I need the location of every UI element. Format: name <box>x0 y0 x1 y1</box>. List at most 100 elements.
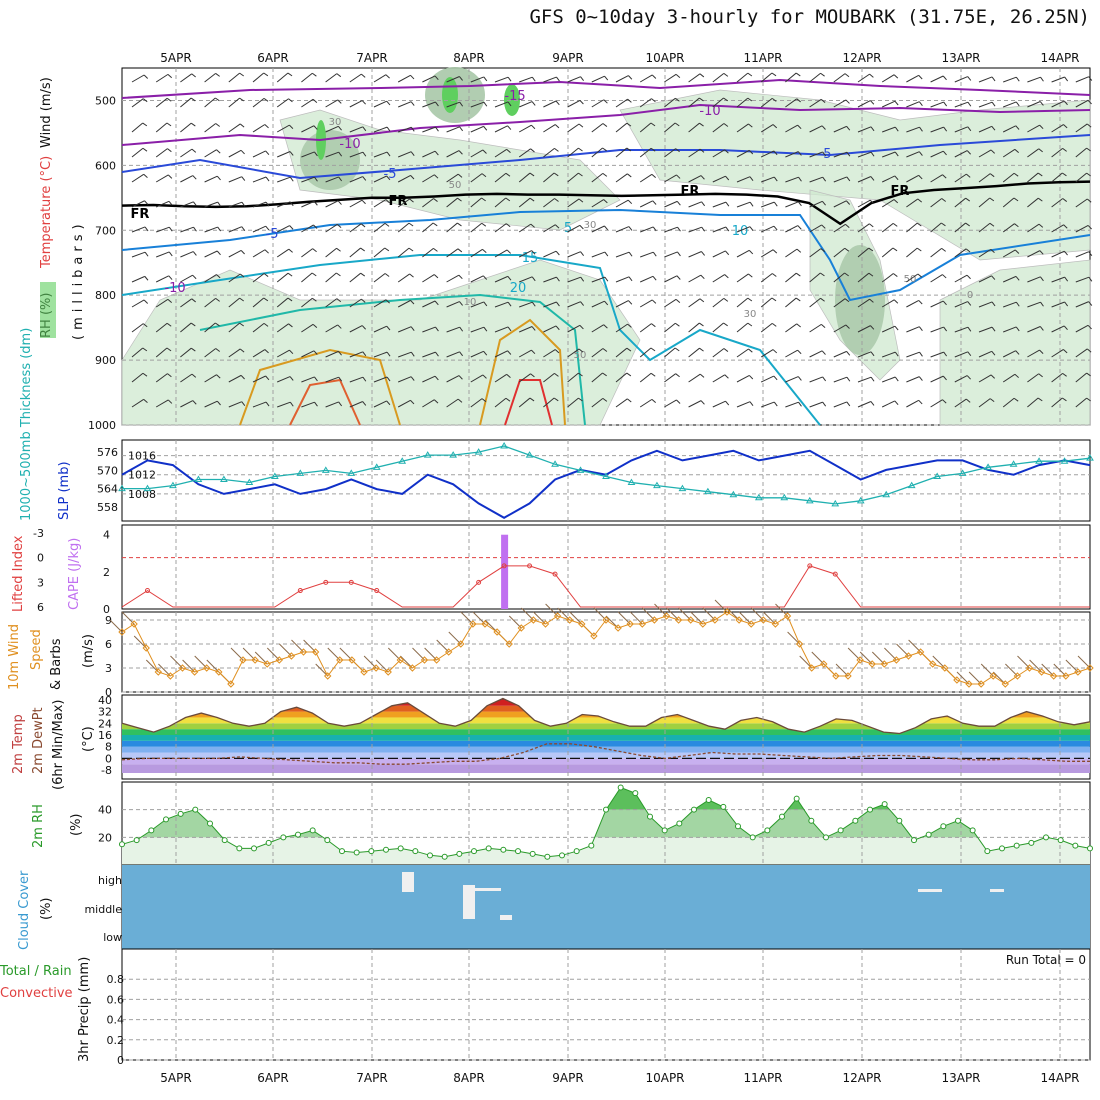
wind-barb <box>833 99 847 108</box>
rh2m-point <box>295 831 301 838</box>
wind-barb <box>761 176 775 183</box>
wind-barb <box>518 124 532 133</box>
wind-barb-feather <box>360 272 366 277</box>
wind-barb-feather <box>143 173 148 178</box>
wind10m-barb <box>775 603 788 617</box>
wind-barb <box>204 149 217 158</box>
wind-barb-feather <box>626 372 632 377</box>
wind-barb-feather <box>870 176 875 181</box>
wind-barb <box>736 123 749 133</box>
wind-barb-feather <box>1015 125 1020 130</box>
wind-barb <box>639 173 653 183</box>
wind-barb <box>543 301 557 308</box>
wind-barb <box>543 76 557 83</box>
wind-barb-feather <box>531 101 536 106</box>
wind-barb <box>688 298 701 308</box>
wind10m-barb <box>1041 663 1055 677</box>
wind-barb <box>373 151 388 158</box>
wind-barb-feather <box>506 249 512 254</box>
wind-barb <box>906 126 920 133</box>
wind-barb-feather <box>313 125 318 130</box>
wind-barb <box>397 299 411 308</box>
wind-barb-feather <box>578 397 583 402</box>
wind-barb-feather <box>556 76 560 82</box>
wind-barb-feather <box>311 272 317 277</box>
rh2m-point <box>837 827 844 834</box>
date-label-bottom: 10APR <box>645 1071 684 1085</box>
wind10m-speed-point <box>904 652 913 660</box>
wind10m-barb <box>1005 663 1018 677</box>
wind-barb-feather <box>143 398 148 404</box>
wind-barb-feather <box>578 372 583 377</box>
wind-barb <box>615 226 630 233</box>
wind10m-speed-point <box>941 664 949 672</box>
wind10m-speed-point <box>856 656 864 664</box>
wind10m-speed-point <box>965 680 973 688</box>
wind-barb <box>373 100 387 108</box>
wind-barb <box>591 348 604 358</box>
wind-barb <box>543 250 557 258</box>
temp2m-title-label: 2m Temp <box>11 714 26 774</box>
wind-barb <box>761 201 775 208</box>
wind-barb-feather <box>869 73 874 78</box>
rh-contour-label: 0 <box>967 290 973 301</box>
wind10m-speed-point <box>118 628 126 636</box>
wind-barb-feather <box>360 223 366 228</box>
wind-barb-feather <box>1013 397 1019 402</box>
cape-tick-label: 0 <box>103 603 110 616</box>
wind-barb <box>422 174 435 183</box>
wind-barb <box>857 376 872 383</box>
wind-barb <box>1075 224 1089 233</box>
wind-barb-feather <box>773 176 778 182</box>
wind-barb-feather <box>822 376 827 382</box>
wind-barb-feather <box>459 326 464 332</box>
wind10m-barb <box>230 647 244 661</box>
wind-barb-feather <box>604 251 609 257</box>
date-label-top: 10APR <box>645 51 684 65</box>
wind-barb-feather <box>603 199 608 204</box>
wind-barb <box>881 247 894 258</box>
wind-barb <box>688 274 702 283</box>
wind-barb <box>760 323 773 333</box>
wind-barb <box>1027 124 1040 133</box>
wind-barb <box>688 148 701 158</box>
wind-barb-feather <box>505 197 511 202</box>
wind-barb-feather <box>747 72 753 77</box>
wind-barb-feather <box>505 397 511 402</box>
wind-barb-feather <box>338 126 342 131</box>
thickness-point <box>602 472 610 479</box>
wind-barb-feather <box>1037 397 1043 402</box>
wind-barb-feather <box>627 173 632 178</box>
wind-barb <box>567 224 581 233</box>
wind-barb-feather <box>190 322 196 327</box>
wind-barb <box>906 174 919 183</box>
wind-barb-feather <box>1062 172 1067 177</box>
wind-barb-feather <box>580 76 585 81</box>
wind-barb-feather <box>869 199 875 205</box>
wind-barb <box>906 273 919 283</box>
wind-barb <box>518 397 531 408</box>
freezing-level-line <box>121 180 1091 226</box>
wind10m-speed-point <box>662 612 671 620</box>
wind-barb <box>881 222 894 233</box>
wind-barb-feather <box>193 226 197 232</box>
wind-barb-feather <box>386 325 391 331</box>
wind10m-barb <box>642 607 655 621</box>
wind-barb <box>881 273 894 283</box>
wind-barb-feather <box>554 124 560 129</box>
wind-barb <box>155 97 168 108</box>
wind-barb <box>833 272 845 283</box>
wind-barb <box>543 198 555 208</box>
rh2m-point <box>265 839 272 846</box>
wind-barb <box>156 226 170 233</box>
wind-barb <box>325 73 338 83</box>
thickness-point <box>882 490 891 498</box>
wind-barb-feather <box>314 376 318 382</box>
wind-barb-feather <box>748 375 754 380</box>
wind-barb-feather <box>1062 372 1067 377</box>
wind-barb <box>954 150 968 158</box>
wind-barb-feather <box>1015 326 1020 332</box>
wind10m-barb <box>1029 659 1042 673</box>
wind-barb <box>954 197 966 208</box>
pressure-tick-label: 800 <box>95 289 116 302</box>
